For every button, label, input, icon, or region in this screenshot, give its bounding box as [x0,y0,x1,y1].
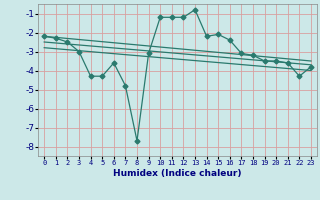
X-axis label: Humidex (Indice chaleur): Humidex (Indice chaleur) [113,169,242,178]
